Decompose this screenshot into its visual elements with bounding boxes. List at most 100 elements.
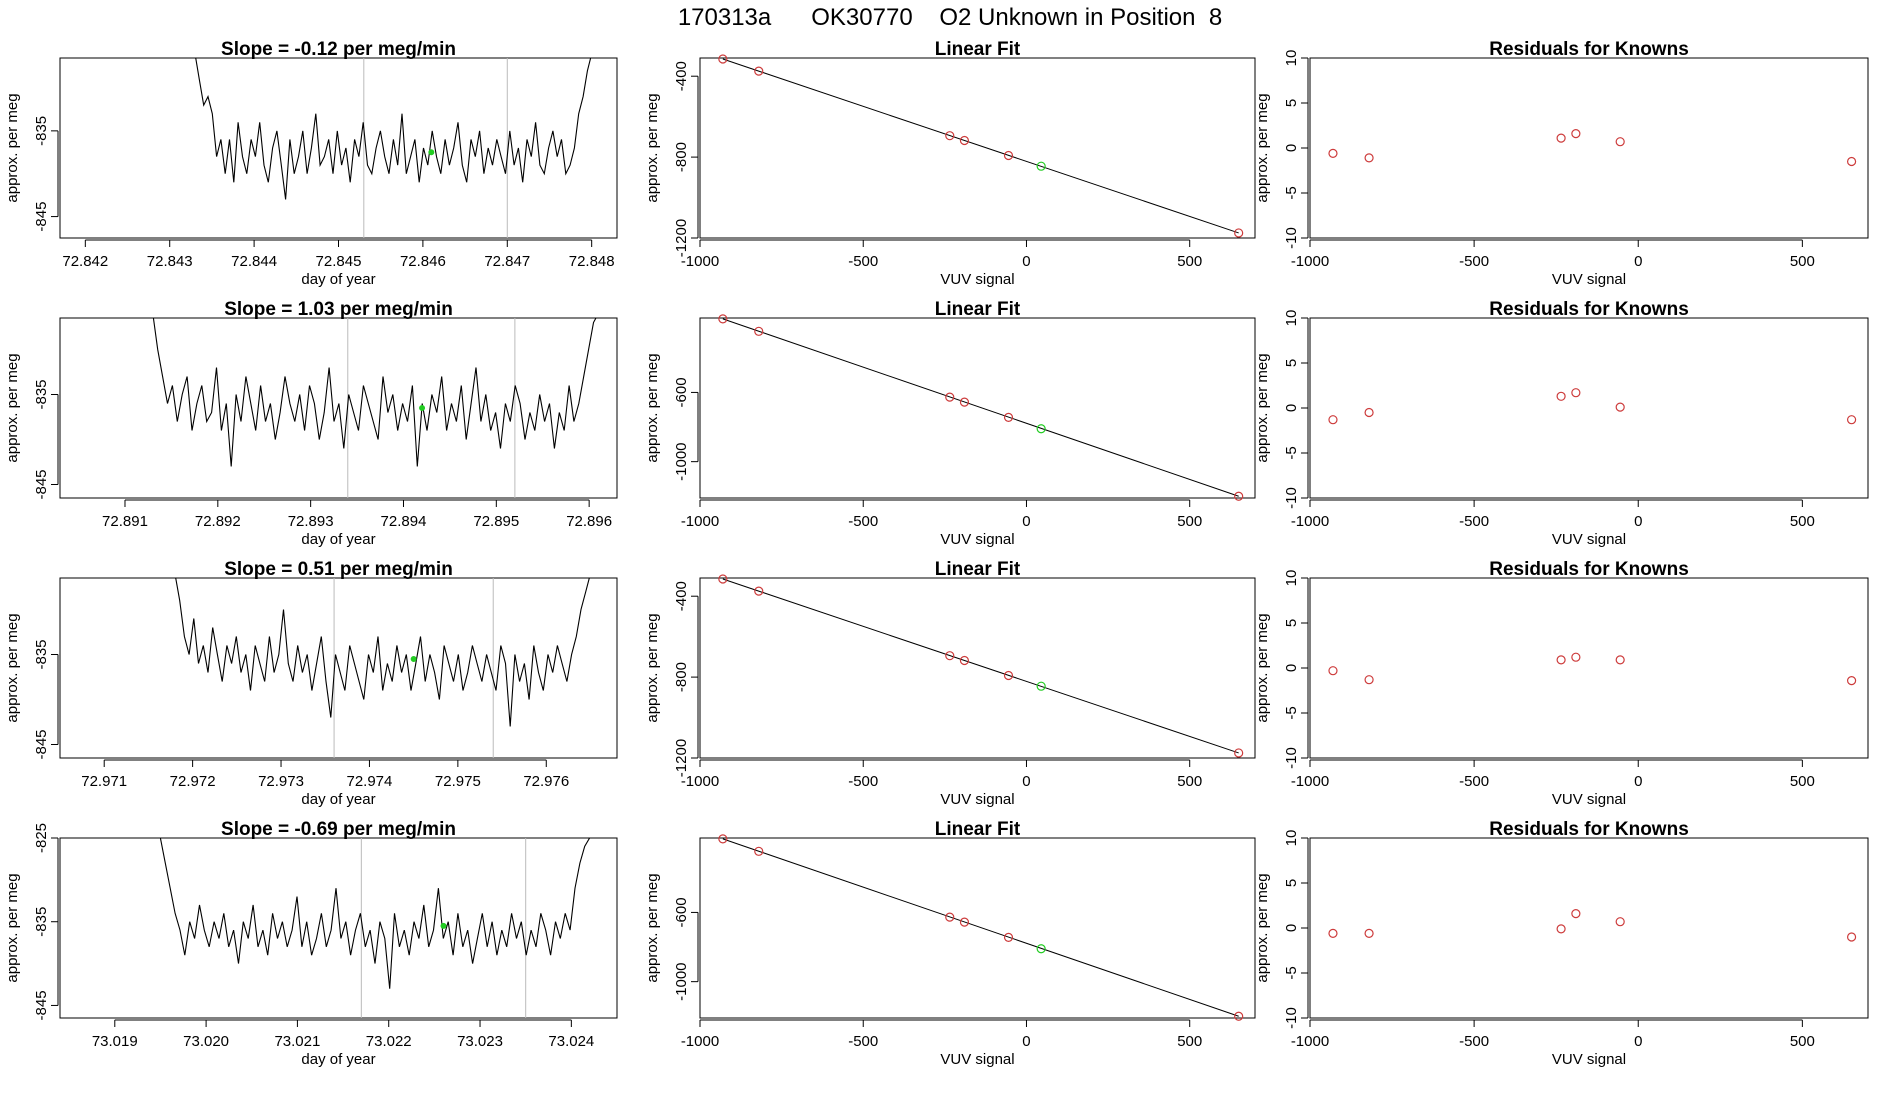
r2-drift-x-tick-label: 72.893 bbox=[288, 513, 334, 530]
r3-fit-plot-frame bbox=[699, 577, 1256, 759]
r3-drift-x-tick-label: 72.971 bbox=[81, 773, 127, 790]
r1-fit-known-point bbox=[945, 131, 955, 141]
r2-fit-y-tick-label: -600 bbox=[673, 377, 690, 407]
r2-residuals-y-axis-label: approx. per meg bbox=[1254, 353, 1271, 462]
r4-fit-known-point bbox=[754, 846, 764, 856]
r4-fit-known-point bbox=[718, 834, 728, 844]
r3-drift-x-tick-label: 72.976 bbox=[523, 773, 569, 790]
r1-drift-x-axis-label: day of year bbox=[301, 271, 375, 288]
r4-fit-title: Linear Fit bbox=[935, 819, 1021, 840]
r1-fit-fit-line bbox=[722, 58, 1239, 234]
r2-residuals-residual-point bbox=[1846, 415, 1857, 425]
r1-residuals-x-tick-label: -1000 bbox=[1291, 253, 1329, 270]
r3-fit-known-point bbox=[1234, 748, 1244, 758]
r3-fit-x-tick-label: 0 bbox=[1022, 773, 1030, 790]
r3-residuals-y-tick-label: -5 bbox=[1283, 706, 1300, 719]
r4-residuals-y-tick-label: 0 bbox=[1283, 924, 1300, 932]
r1-drift-x-tick-label: 72.842 bbox=[62, 253, 108, 270]
r1-drift-x-tick-label: 72.848 bbox=[569, 253, 615, 270]
r3-drift-x-tick-label: 72.972 bbox=[170, 773, 216, 790]
r2-residuals-x-tick-label: 0 bbox=[1634, 513, 1642, 530]
r3-fit-title: Linear Fit bbox=[935, 559, 1021, 580]
r2-drift-x-tick-label: 72.896 bbox=[566, 513, 612, 530]
r4-fit-unknown-point bbox=[1036, 944, 1046, 954]
r4-drift-y-tick-label: -825 bbox=[33, 823, 50, 853]
r3-drift-y-axis-label: approx. per meg bbox=[4, 613, 21, 722]
r1-fit-known-point bbox=[1003, 150, 1014, 161]
r3-drift-x-tick-label: 72.973 bbox=[258, 773, 304, 790]
r1-drift-x-tick-label: 72.844 bbox=[231, 253, 277, 270]
r2-fit-y-axis-label: approx. per meg bbox=[644, 353, 661, 462]
r3-fit-known-point bbox=[959, 655, 970, 666]
r1-fit-known-point bbox=[959, 135, 970, 146]
r2-drift-plot-frame bbox=[59, 317, 618, 499]
r4-residuals-x-tick-label: -500 bbox=[1459, 1033, 1489, 1050]
r3-residuals-residual-point bbox=[1615, 655, 1625, 665]
r4-drift-x-tick-label: 73.019 bbox=[92, 1033, 138, 1050]
r2-fit-known-point bbox=[754, 326, 764, 336]
r1-drift-x-tick-label: 72.845 bbox=[316, 253, 362, 270]
r2-drift-x-tick-label: 72.894 bbox=[381, 513, 427, 530]
r1-drift-y-axis-label: approx. per meg bbox=[4, 93, 21, 202]
r2-fit-x-tick-label: 0 bbox=[1022, 513, 1030, 530]
r3-residuals-x-tick-label: 0 bbox=[1634, 773, 1642, 790]
r1-fit-y-tick-label: -400 bbox=[673, 61, 690, 91]
r4-residuals-x-tick-label: 0 bbox=[1634, 1033, 1642, 1050]
r2-residuals-y-tick-label: 5 bbox=[1283, 359, 1300, 367]
r1-fit-unknown-point bbox=[1036, 161, 1046, 171]
r2-drift-y-axis-label: approx. per meg bbox=[4, 353, 21, 462]
r4-drift-plot-frame bbox=[59, 837, 618, 1019]
r2-fit-plot-frame bbox=[699, 317, 1256, 499]
r1-drift-trace-line bbox=[195, 58, 592, 200]
r4-residuals-y-tick-label: -10 bbox=[1283, 1007, 1300, 1029]
r3-residuals-y-tick-label: 0 bbox=[1283, 664, 1300, 672]
r1-fit-known-point bbox=[1234, 228, 1244, 238]
r1-fit-x-tick-label: -500 bbox=[848, 253, 878, 270]
r2-residuals-x-tick-label: 500 bbox=[1790, 513, 1815, 530]
r3-residuals-y-tick-label: 10 bbox=[1283, 570, 1300, 587]
r3-residuals-y-tick-label: 5 bbox=[1283, 619, 1300, 627]
r2-drift-x-axis-label: day of year bbox=[301, 531, 375, 548]
r1-drift-title: Slope = -0.12 per meg/min bbox=[221, 39, 456, 60]
r1-residuals-residual-point bbox=[1328, 148, 1338, 158]
r3-fit-y-axis-label: approx. per meg bbox=[644, 613, 661, 722]
r4-drift-x-tick-label: 73.021 bbox=[274, 1033, 320, 1050]
r1-residuals-x-tick-label: -500 bbox=[1459, 253, 1489, 270]
r2-drift-y-tick-label: -845 bbox=[33, 469, 50, 499]
r4-residuals-plot-frame bbox=[1309, 837, 1869, 1019]
r2-residuals-title: Residuals for Knowns bbox=[1489, 299, 1689, 320]
r4-fit-y-tick-label: -1000 bbox=[673, 962, 690, 1000]
r3-drift-y-tick-label: -845 bbox=[33, 729, 50, 759]
r4-fit-known-point bbox=[1234, 1011, 1244, 1021]
r4-fit-known-point bbox=[945, 912, 955, 922]
r1-drift-unknown-marker bbox=[428, 149, 435, 156]
r2-residuals-residual-point bbox=[1364, 407, 1374, 418]
r1-residuals-y-axis-label: approx. per meg bbox=[1254, 93, 1271, 202]
r4-fit-x-tick-label: 500 bbox=[1177, 1033, 1202, 1050]
r2-fit-x-axis-label: VUV signal bbox=[940, 531, 1014, 548]
r2-residuals-residual-point bbox=[1571, 388, 1581, 398]
r2-drift-x-tick-label: 72.891 bbox=[102, 513, 148, 530]
r4-fit-y-tick-label: -600 bbox=[673, 897, 690, 927]
r3-fit-y-tick-label: -800 bbox=[673, 662, 690, 692]
r3-fit-known-point bbox=[718, 574, 728, 584]
r1-drift-y-tick-label: -845 bbox=[33, 202, 50, 232]
r2-fit-fit-line bbox=[722, 318, 1239, 497]
r1-fit-title: Linear Fit bbox=[935, 39, 1021, 60]
r4-fit-x-axis-label: VUV signal bbox=[940, 1051, 1014, 1068]
r2-residuals-x-tick-label: -1000 bbox=[1291, 513, 1329, 530]
r3-drift-y-tick-label: -835 bbox=[33, 639, 50, 669]
r3-residuals-y-tick-label: -10 bbox=[1283, 747, 1300, 769]
r2-fit-x-tick-label: -1000 bbox=[681, 513, 719, 530]
r2-drift-x-tick-label: 72.895 bbox=[473, 513, 519, 530]
r1-residuals-y-tick-label: 0 bbox=[1283, 144, 1300, 152]
r4-drift-x-axis-label: day of year bbox=[301, 1051, 375, 1068]
r3-fit-fit-line bbox=[722, 578, 1239, 754]
r4-drift-y-tick-label: -835 bbox=[33, 907, 50, 937]
page-title: 170313a OK30770 O2 Unknown in Position 8 bbox=[677, 4, 1223, 31]
r3-fit-x-tick-label: -1000 bbox=[681, 773, 719, 790]
r4-fit-x-tick-label: -500 bbox=[848, 1033, 878, 1050]
r4-fit-known-point bbox=[1003, 932, 1014, 942]
r3-drift-plot-frame bbox=[59, 577, 618, 759]
r1-residuals-residual-point bbox=[1846, 156, 1857, 167]
